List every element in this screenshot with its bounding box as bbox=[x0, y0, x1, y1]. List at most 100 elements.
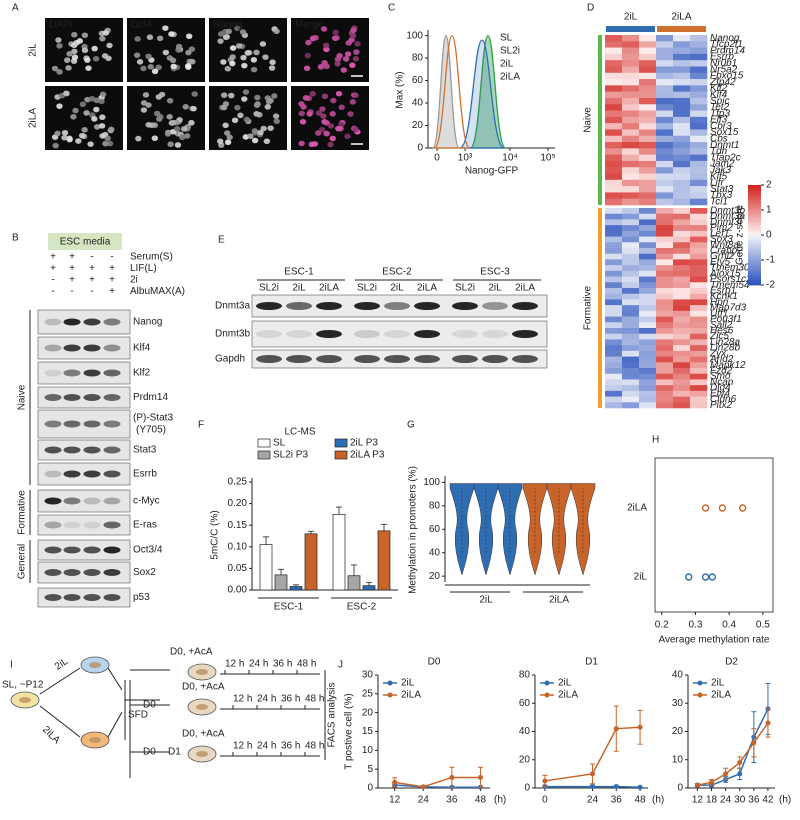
cell bbox=[51, 65, 59, 72]
heat-cell bbox=[622, 213, 640, 220]
lane-label: SL2i bbox=[259, 283, 279, 294]
band bbox=[63, 420, 81, 428]
cell bbox=[66, 51, 73, 57]
heat-cell bbox=[673, 129, 691, 137]
cell bbox=[76, 38, 84, 44]
heat-cell bbox=[605, 53, 623, 61]
legend-swatch bbox=[257, 438, 271, 448]
violin bbox=[497, 483, 523, 576]
heat-cell bbox=[605, 390, 623, 397]
band bbox=[482, 330, 508, 338]
timepoint-label: 24 h bbox=[249, 659, 268, 670]
violin bbox=[570, 483, 596, 576]
heat-cell bbox=[622, 356, 640, 363]
heat-cell bbox=[622, 230, 640, 237]
cell bbox=[145, 102, 152, 108]
heat-cell bbox=[690, 219, 708, 226]
heat-cell bbox=[639, 236, 657, 243]
band bbox=[44, 369, 62, 377]
point bbox=[737, 760, 743, 766]
y-tick-label: 5 bbox=[367, 764, 373, 775]
heat-cell bbox=[639, 192, 657, 200]
heat-cell bbox=[622, 167, 640, 174]
heat-cell bbox=[690, 402, 708, 409]
heat-cell bbox=[639, 356, 657, 363]
heat-cell bbox=[656, 390, 674, 397]
cell bbox=[256, 111, 263, 118]
band bbox=[256, 355, 282, 363]
y-tick-label: 20 bbox=[412, 120, 424, 131]
heat-cell bbox=[622, 270, 640, 277]
legend-swatch bbox=[334, 438, 348, 448]
cell bbox=[349, 32, 357, 39]
heat-cell bbox=[622, 390, 640, 397]
panel-letter: F bbox=[198, 420, 204, 431]
condition-label: Serum(S) bbox=[130, 252, 173, 263]
cell bbox=[323, 120, 330, 126]
cell bbox=[329, 135, 336, 142]
heat-cell bbox=[656, 259, 674, 266]
band bbox=[44, 470, 62, 478]
heat-cell bbox=[605, 110, 623, 118]
heat-cell bbox=[690, 288, 708, 295]
band bbox=[44, 394, 62, 401]
heat-cell bbox=[622, 192, 640, 200]
x-tick-label: 24 bbox=[587, 795, 599, 806]
cell bbox=[251, 137, 259, 144]
heat-cell bbox=[690, 225, 708, 232]
heat-cell bbox=[673, 333, 691, 340]
y-tick-label: 80 bbox=[429, 500, 441, 511]
x-tick-label: 0.5 bbox=[756, 620, 770, 631]
heat-cell bbox=[622, 148, 640, 155]
heat-cell bbox=[690, 104, 708, 111]
band bbox=[384, 355, 410, 363]
bar bbox=[274, 574, 288, 591]
heat-cell bbox=[605, 35, 623, 42]
heat-cell bbox=[673, 35, 691, 42]
y-tick-label: 100 bbox=[423, 477, 440, 488]
colorbar-cell bbox=[748, 270, 761, 273]
band bbox=[103, 394, 121, 401]
heat-cell bbox=[656, 305, 674, 312]
sign: - bbox=[70, 286, 73, 297]
cell bbox=[164, 131, 172, 137]
cell bbox=[71, 54, 79, 61]
heat-cell bbox=[639, 282, 657, 289]
gene-label: Grhl2 bbox=[710, 251, 735, 262]
colorbar-cell bbox=[748, 272, 761, 276]
heat-cell bbox=[639, 60, 657, 67]
cell bbox=[332, 29, 339, 36]
gene-label: Kcnk1 bbox=[710, 291, 738, 302]
heat-cell bbox=[690, 79, 708, 86]
colorbar-tick-label: -2 bbox=[766, 280, 775, 291]
cell bbox=[322, 42, 330, 49]
colorbar-cell bbox=[748, 205, 761, 208]
band bbox=[103, 446, 121, 454]
violin bbox=[546, 483, 572, 576]
heat-cell bbox=[690, 60, 708, 67]
heat-cell bbox=[605, 142, 623, 149]
timepoint-label: 48 h bbox=[297, 659, 316, 670]
cell bbox=[349, 62, 356, 68]
band bbox=[63, 446, 81, 454]
heat-cell bbox=[673, 110, 691, 118]
heat-cell bbox=[605, 225, 623, 232]
sign: - bbox=[90, 286, 93, 297]
colorbar-cell bbox=[748, 230, 761, 233]
heat-cell bbox=[673, 282, 691, 289]
heat-cell bbox=[605, 41, 623, 48]
band bbox=[452, 330, 478, 338]
cell bbox=[222, 34, 230, 41]
cell bbox=[323, 130, 330, 137]
heat-cell bbox=[690, 97, 708, 105]
heat-cell bbox=[622, 402, 640, 409]
y-tick-label: 0.20 bbox=[228, 498, 248, 509]
sign: + bbox=[89, 275, 95, 286]
cell bbox=[302, 95, 310, 101]
band bbox=[83, 470, 101, 478]
y-tick-label: 10 bbox=[362, 745, 374, 756]
legend-label: 2iL bbox=[500, 59, 514, 70]
cell bbox=[298, 140, 305, 147]
cell bbox=[72, 107, 79, 114]
gene-label: Tdh bbox=[710, 146, 728, 157]
